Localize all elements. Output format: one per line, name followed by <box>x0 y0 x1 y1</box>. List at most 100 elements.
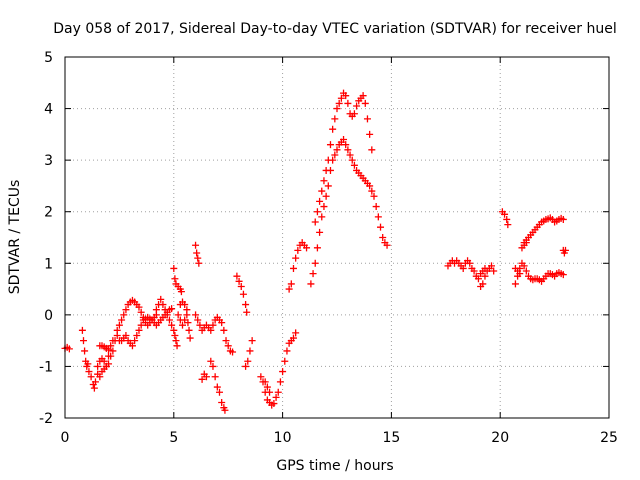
data-point <box>346 151 354 159</box>
data-point <box>135 326 143 334</box>
data-point <box>318 213 326 221</box>
data-point <box>137 308 145 316</box>
data-point <box>479 280 487 288</box>
data-point <box>322 166 330 174</box>
data-point <box>337 94 345 102</box>
data-point <box>218 319 226 327</box>
data-point <box>276 378 284 386</box>
data-point <box>118 316 126 324</box>
data-point <box>159 301 167 309</box>
data-point <box>281 357 289 365</box>
y-tick-label: 4 <box>44 102 53 118</box>
data-point <box>115 321 123 329</box>
data-point <box>366 182 374 190</box>
y-tick-label: -1 <box>39 359 53 375</box>
data-point <box>353 102 361 110</box>
data-point <box>263 383 271 391</box>
data-point <box>466 259 474 267</box>
x-axis-label: GPS time / hours <box>276 458 393 474</box>
plot-frame <box>64 56 610 419</box>
data-point <box>220 326 228 334</box>
data-point <box>504 221 512 229</box>
data-point <box>490 267 498 275</box>
data-point <box>209 362 217 370</box>
data-point <box>171 331 179 339</box>
data-point <box>113 331 121 339</box>
data-point <box>363 115 371 123</box>
data-point <box>107 352 115 360</box>
data-point <box>181 301 189 309</box>
y-tick-label: 1 <box>44 256 53 272</box>
data-point <box>96 373 104 381</box>
data-point <box>177 288 185 296</box>
data-point <box>242 362 250 370</box>
data-point <box>135 303 143 311</box>
data-point <box>459 264 467 272</box>
data-point <box>292 254 300 262</box>
data-point <box>289 264 297 272</box>
data-point <box>342 141 350 149</box>
data-point <box>470 267 478 275</box>
data-point <box>559 271 567 279</box>
data-point <box>350 161 358 169</box>
data-point <box>370 192 378 200</box>
data-point <box>235 277 243 285</box>
data-point <box>211 373 219 381</box>
data-point <box>237 282 245 290</box>
x-tick-label: 10 <box>274 430 292 446</box>
data-point <box>340 136 348 144</box>
data-point <box>186 334 194 342</box>
data-point <box>359 92 367 100</box>
data-point <box>503 215 511 223</box>
data-point <box>313 208 321 216</box>
data-point <box>122 331 130 339</box>
data-point <box>163 311 171 319</box>
data-point <box>372 203 380 211</box>
data-point <box>487 262 495 270</box>
data-point <box>184 319 192 327</box>
data-point <box>522 267 530 275</box>
data-point <box>366 130 374 138</box>
data-point <box>152 306 160 314</box>
data-point <box>107 342 115 350</box>
data-point <box>320 203 328 211</box>
data-point <box>289 334 297 342</box>
data-point <box>202 373 210 381</box>
data-point <box>348 156 356 164</box>
data-point <box>242 301 250 309</box>
data-point <box>215 388 223 396</box>
data-point <box>379 234 387 241</box>
data-point <box>344 99 352 107</box>
data-point <box>311 218 319 226</box>
data-point <box>94 362 102 370</box>
data-point <box>320 177 328 185</box>
data-point <box>322 192 330 200</box>
data-point <box>174 311 182 319</box>
x-tick-label: 25 <box>600 430 618 446</box>
data-point <box>173 342 181 350</box>
data-point <box>333 105 341 113</box>
data-point <box>179 321 187 329</box>
data-point <box>266 388 274 396</box>
data-point <box>192 241 200 249</box>
data-point <box>383 241 391 249</box>
data-point <box>157 295 165 303</box>
data-point <box>170 326 178 334</box>
data-point <box>90 384 98 392</box>
data-point <box>161 306 169 314</box>
data-point <box>168 321 176 329</box>
data-point <box>261 378 269 386</box>
data-point <box>172 337 180 345</box>
data-point <box>87 373 95 381</box>
data-point <box>207 357 215 365</box>
data-point <box>229 348 237 356</box>
data-point <box>91 378 99 386</box>
data-point <box>194 254 202 262</box>
data-point <box>511 280 519 288</box>
data-point <box>329 125 337 133</box>
data-point <box>137 321 145 329</box>
data-point <box>171 275 179 283</box>
data-point <box>474 275 482 283</box>
data-point <box>195 259 203 267</box>
